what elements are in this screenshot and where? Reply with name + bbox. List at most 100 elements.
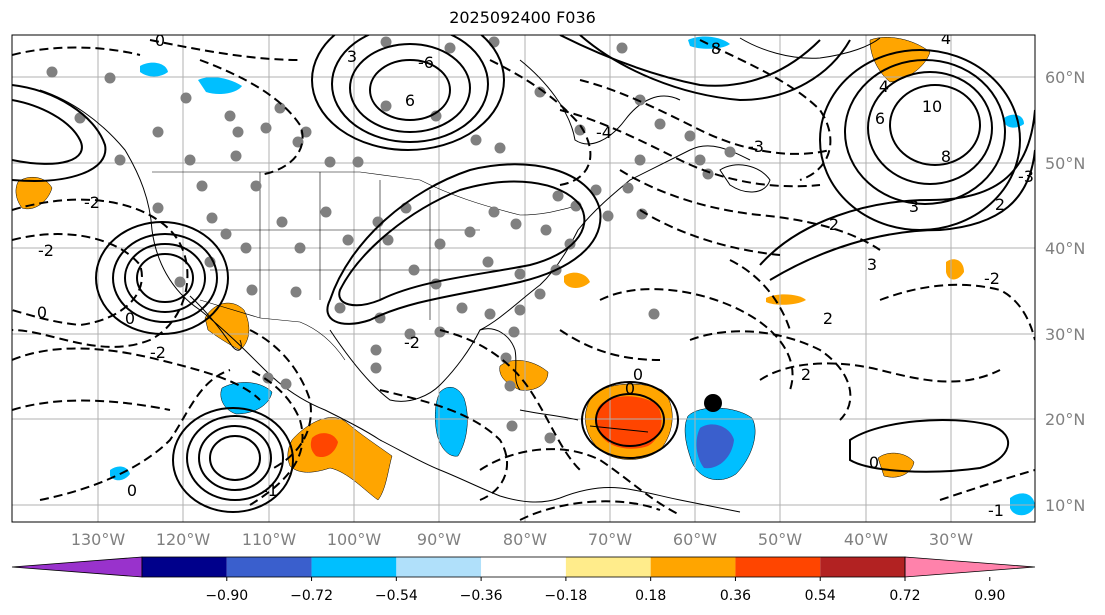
lon-label: 120°W	[156, 530, 211, 549]
border-states-2	[200, 229, 500, 271]
contour-label: -2	[38, 241, 54, 260]
contour-label: -4	[596, 123, 612, 142]
station-dots	[46, 36, 736, 444]
anomaly-north-orange	[869, 37, 931, 83]
anomaly-mid-orange-3	[564, 272, 590, 288]
contour-label: 0	[155, 31, 165, 50]
colorbar-tick-label: 0.36	[720, 588, 751, 604]
contour-label: 0	[127, 481, 137, 500]
anomaly-gulf-lightblue	[434, 386, 468, 457]
anomaly-pacific-lightblue	[220, 382, 273, 415]
contour-label: 2	[801, 365, 811, 384]
map-title: 2025092400 F036	[449, 8, 596, 27]
colorbar-tick-label: −0.72	[290, 588, 333, 604]
anomaly-baja-orange	[204, 302, 250, 351]
colorbar-segment	[565, 557, 651, 577]
lat-label: 20°N	[1045, 410, 1085, 429]
contour-label: -3	[1018, 167, 1034, 186]
lon-label: 60°W	[673, 530, 717, 549]
anomaly-west-orange	[15, 176, 53, 210]
colorbar-segment	[481, 557, 566, 577]
contour-label: 2	[829, 215, 839, 234]
contour-label: 3	[867, 255, 877, 274]
contour-label: -2	[984, 269, 1000, 288]
anomaly-atlantic-blue	[696, 424, 734, 469]
lon-label: 130°W	[71, 530, 126, 549]
lat-label: 40°N	[1045, 239, 1085, 258]
anomaly-mexico-red	[310, 433, 338, 458]
colorbar-segment	[142, 557, 227, 577]
lat-label: 50°N	[1045, 154, 1085, 173]
lon-label: 40°W	[844, 530, 888, 549]
border-us-canada	[152, 171, 581, 216]
colorbar-tick-label: −0.54	[375, 588, 418, 604]
contour-label: 0	[869, 453, 879, 472]
colorbar-tick-label: 0.54	[805, 588, 836, 604]
contour-label: -1	[988, 501, 1004, 520]
anomaly-small-blue-3	[198, 77, 242, 94]
colorbar-segment	[226, 557, 312, 577]
lat-label: 10°N	[1045, 496, 1085, 515]
colorbar-tick-label: −0.36	[460, 588, 503, 604]
storm-marker	[704, 394, 722, 412]
shaded-anomalies	[15, 36, 1035, 516]
colorbar-tick-label: −0.18	[544, 588, 587, 604]
contours-solid	[12, 35, 1035, 513]
contour-label: -3	[748, 137, 764, 156]
lat-label: 30°N	[1045, 325, 1085, 344]
lon-label: 80°W	[503, 530, 547, 549]
coast-east-na	[479, 145, 751, 331]
lon-label: 30°W	[929, 530, 973, 549]
colorbar-under-triangle	[11, 556, 143, 578]
colorbar-frame	[141, 556, 906, 578]
colorbar-segment	[396, 557, 482, 577]
coast-central-america	[379, 439, 561, 503]
latitude-labels: 60°N 50°N 40°N 30°N 20°N 10°N	[1045, 68, 1085, 515]
anomaly-small-blue-4	[688, 36, 730, 49]
lon-label: 50°W	[758, 530, 802, 549]
lon-label: 110°W	[242, 530, 297, 549]
colorbar-tick-label: 0.90	[974, 588, 1005, 604]
contour-label: 4	[879, 77, 889, 96]
contour-label: 3	[909, 197, 919, 216]
contour-label: 6	[405, 91, 415, 110]
colorbar-segment	[650, 557, 736, 577]
contour-label: -6	[418, 53, 434, 72]
colorbar-over-triangle	[904, 556, 1036, 578]
contour-label: 2	[995, 195, 1005, 214]
border-states-1	[259, 172, 431, 320]
colorbar-segment	[735, 557, 821, 577]
contour-label: 0	[625, 379, 635, 398]
anomaly-small-blue-2	[140, 62, 168, 77]
contour-label: -2	[84, 193, 100, 212]
contours-dashed	[12, 39, 1035, 521]
lon-label: 90°W	[417, 530, 461, 549]
contour-label: 4	[941, 29, 951, 48]
colorbar-tick-label: −0.90	[205, 588, 248, 604]
coast-greenland	[739, 37, 881, 59]
contour-label: -2	[150, 343, 166, 362]
anomaly-small-blue-6	[1010, 493, 1035, 516]
contour-label: 0	[125, 309, 135, 328]
anomaly-caribbean-red	[595, 396, 662, 449]
coast-hudson	[519, 59, 681, 145]
colorbar-tick-label: 0.18	[635, 588, 666, 604]
lon-label: 100°W	[327, 530, 382, 549]
contour-label: 0	[633, 365, 643, 384]
colorbar-tick-label: 0.72	[889, 588, 920, 604]
colorbar: −0.90 −0.72 −0.54 −0.36 −0.18 0.18 0.36 0.54 0.7…	[11, 556, 1036, 604]
lon-label: 70°W	[588, 530, 632, 549]
contour-label: 2	[823, 309, 833, 328]
map-panel: 0 -6 3 6 8 -4 10 8 4 6 4 3 -2 2 -3 2 3 -…	[12, 29, 1035, 522]
map-frame	[11, 34, 1036, 523]
contour-label: 3	[347, 47, 357, 66]
coast-newfoundland	[719, 164, 771, 193]
border-us-mexico	[199, 299, 346, 361]
colorbar-segment	[820, 557, 905, 577]
contour-label: -1	[262, 481, 278, 500]
contour-label: -2	[404, 333, 420, 352]
contour-label: 0	[37, 303, 47, 322]
lat-label: 60°N	[1045, 68, 1085, 87]
coast-south-america	[559, 487, 741, 513]
